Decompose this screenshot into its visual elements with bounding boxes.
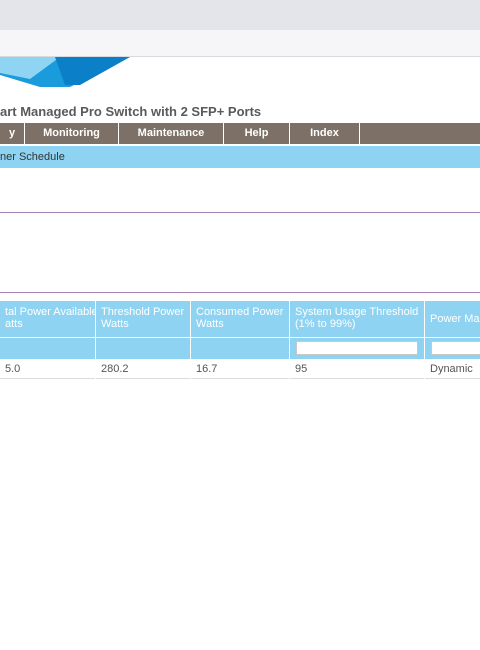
chevron-down-icon: ⌄ (478, 342, 480, 354)
column-header: System Usage Threshold (1% to 99%) (290, 301, 424, 337)
col-power-mode: Power Ma ⌄ Dynamic (425, 301, 480, 379)
power-table: tal Power Available atts 5.0 Threshold P… (0, 301, 480, 379)
header-line: Watts (101, 318, 129, 330)
brand-banner (0, 57, 480, 97)
table-cell: Dynamic (425, 359, 480, 379)
column-header: Power Ma (425, 301, 480, 337)
input-cell (96, 337, 190, 359)
sub-nav: ner Schedule (0, 146, 480, 168)
column-header: Threshold Power Watts (96, 301, 190, 337)
input-cell (191, 337, 289, 359)
section-divider-top (0, 212, 480, 213)
usage-threshold-input[interactable] (296, 341, 418, 355)
nav-item-security[interactable]: y (0, 123, 25, 144)
table-cell: 5.0 (0, 359, 95, 379)
col-threshold-power: Threshold Power Watts 280.2 (96, 301, 191, 379)
header-line: System Usage Threshold (295, 306, 419, 318)
section-divider-bottom (0, 292, 480, 293)
input-cell: ⌄ (425, 337, 480, 359)
browser-address-bar[interactable] (0, 30, 480, 57)
column-header: tal Power Available atts (0, 301, 95, 337)
header-line: tal Power Available (5, 306, 96, 318)
table-cell: 95 (290, 359, 424, 379)
column-header: Consumed Power Watts (191, 301, 289, 337)
col-usage-threshold: System Usage Threshold (1% to 99%) 95 (290, 301, 425, 379)
col-total-power: tal Power Available atts 5.0 (0, 301, 96, 379)
main-nav: y Monitoring Maintenance Help Index (0, 123, 480, 144)
header-line: Threshold Power (101, 306, 185, 318)
power-mode-select[interactable]: ⌄ (431, 341, 480, 355)
browser-tab-strip (0, 0, 480, 30)
nav-item-help[interactable]: Help (224, 123, 290, 144)
input-cell (290, 337, 424, 359)
nav-item-maintenance[interactable]: Maintenance (119, 123, 224, 144)
nav-item-monitoring[interactable]: Monitoring (25, 123, 119, 144)
header-line: Consumed Power (196, 306, 284, 318)
table-cell: 16.7 (191, 359, 289, 379)
table-cell: 280.2 (96, 359, 190, 379)
input-cell (0, 337, 95, 359)
nav-item-index[interactable]: Index (290, 123, 360, 144)
header-line: (1% to 99%) (295, 318, 356, 330)
header-line: Watts (196, 318, 224, 330)
nav-item-empty (360, 123, 480, 144)
col-consumed-power: Consumed Power Watts 16.7 (191, 301, 290, 379)
banner-graphic (0, 57, 130, 87)
header-line: atts (5, 318, 23, 330)
subnav-item-power-schedule[interactable]: ner Schedule (0, 151, 65, 163)
page-title: art Managed Pro Switch with 2 SFP+ Ports (0, 104, 262, 119)
header-line: Power Ma (430, 313, 480, 325)
